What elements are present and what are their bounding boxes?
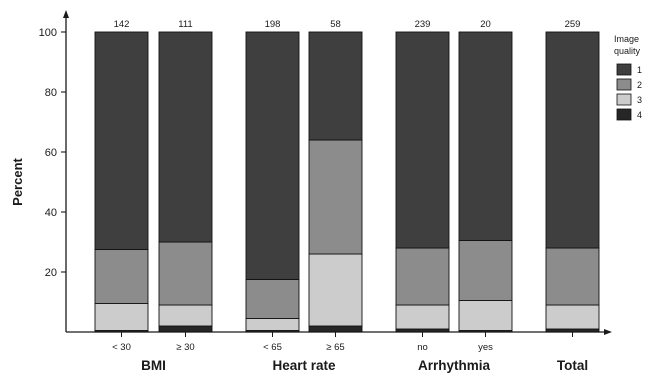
bars bbox=[94, 31, 600, 333]
bar-total-label: 259 bbox=[565, 19, 581, 30]
y-tick-label: 60 bbox=[45, 147, 57, 159]
bar-segment-quality-1 bbox=[458, 31, 513, 241]
bar-total-label: 111 bbox=[178, 19, 192, 30]
legend-entry-label: 1 bbox=[637, 65, 642, 75]
y-tick-label: 80 bbox=[45, 87, 57, 99]
bar-segment-quality-2 bbox=[458, 240, 513, 301]
y-axis-label: Percent bbox=[10, 157, 25, 205]
bar-segment-quality-1 bbox=[245, 31, 300, 280]
bar-segment-quality-3 bbox=[158, 304, 213, 327]
bar-segment-quality-2 bbox=[158, 241, 213, 306]
x-category-label: no bbox=[417, 342, 428, 353]
legend-title: quality bbox=[614, 46, 641, 56]
labels: 142 < 30 111 ≥ 30 198 < 65 58 ≥ 65 239 no 20 yes 259… bbox=[112, 19, 588, 373]
bar-total-label: 198 bbox=[265, 19, 281, 30]
legend-entry-label: 2 bbox=[637, 80, 642, 90]
bar-segment-quality-3 bbox=[308, 253, 363, 327]
bar-segment-quality-3 bbox=[94, 303, 149, 331]
y-tick-label: 20 bbox=[45, 267, 57, 279]
x-group-label: Arrhythmia bbox=[418, 358, 491, 373]
legend-entry-label: 4 bbox=[637, 110, 642, 120]
x-group-label: Heart rate bbox=[272, 358, 336, 373]
bar-segment-quality-2 bbox=[245, 279, 300, 319]
y-tick-label: 40 bbox=[45, 207, 57, 219]
bar-segment-quality-4 bbox=[308, 325, 363, 333]
legend-swatch-4 bbox=[616, 108, 632, 121]
bar-segment-quality-3 bbox=[545, 304, 600, 330]
bar-total-label: 20 bbox=[480, 19, 491, 30]
legend-title: Image bbox=[614, 34, 639, 44]
bar-total-label: 142 bbox=[114, 19, 130, 30]
bar-segment-quality-2 bbox=[308, 139, 363, 255]
legend-swatch-3 bbox=[616, 93, 632, 106]
x-category-label: < 65 bbox=[263, 342, 282, 353]
bar-segment-quality-3 bbox=[458, 300, 513, 331]
bar-total-label: 58 bbox=[330, 19, 341, 30]
x-category-label: ≥ 30 bbox=[176, 342, 194, 353]
x-category-label: ≥ 65 bbox=[326, 342, 344, 353]
bar-segment-quality-1 bbox=[308, 31, 363, 141]
x-group-label: Total bbox=[557, 358, 588, 373]
y-axis-arrow bbox=[63, 10, 69, 18]
bar-segment-quality-1 bbox=[545, 31, 600, 249]
x-category-label: < 30 bbox=[112, 342, 131, 353]
bar-segment-quality-1 bbox=[94, 31, 149, 250]
legend-entry-label: 3 bbox=[637, 95, 642, 105]
x-axis-arrow bbox=[604, 329, 612, 335]
bar-segment-quality-1 bbox=[158, 31, 213, 243]
bar-total-label: 239 bbox=[415, 19, 431, 30]
bar-segment-quality-3 bbox=[395, 304, 450, 330]
x-category-label: yes bbox=[478, 342, 493, 353]
bar-segment-quality-2 bbox=[545, 247, 600, 306]
bar-segment-quality-4 bbox=[545, 328, 600, 333]
bar-segment-quality-2 bbox=[94, 249, 149, 304]
bar-segment-quality-1 bbox=[395, 31, 450, 249]
bar-segment-quality-4 bbox=[158, 325, 213, 333]
legend-swatch-1 bbox=[616, 63, 632, 76]
bar-segment-quality-4 bbox=[395, 328, 450, 333]
x-group-label: BMI bbox=[141, 358, 166, 373]
bar-segment-quality-2 bbox=[395, 247, 450, 306]
y-tick-label: 100 bbox=[39, 27, 57, 39]
legend-swatch-2 bbox=[616, 78, 632, 91]
legend: Image quality 1 2 3 4 bbox=[614, 34, 642, 121]
bar-segment-quality-3 bbox=[245, 318, 300, 331]
